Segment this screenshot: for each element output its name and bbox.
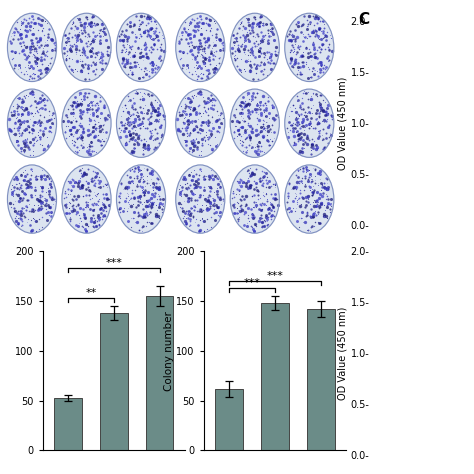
Bar bbox=[146, 296, 173, 450]
Circle shape bbox=[117, 165, 165, 233]
Circle shape bbox=[117, 13, 165, 82]
Bar bbox=[261, 303, 289, 450]
Circle shape bbox=[176, 13, 225, 82]
Circle shape bbox=[8, 13, 56, 82]
Circle shape bbox=[176, 89, 225, 157]
Y-axis label: OD Value (450 nm): OD Value (450 nm) bbox=[338, 77, 348, 170]
Circle shape bbox=[285, 89, 334, 157]
Y-axis label: Colony number: Colony number bbox=[164, 311, 173, 391]
Text: C: C bbox=[358, 12, 369, 27]
Text: ***: *** bbox=[266, 271, 283, 281]
Circle shape bbox=[62, 13, 111, 82]
Circle shape bbox=[230, 13, 279, 82]
Circle shape bbox=[117, 89, 165, 157]
Bar bbox=[215, 389, 243, 450]
Circle shape bbox=[285, 165, 334, 233]
Text: ***: *** bbox=[244, 278, 260, 288]
Circle shape bbox=[8, 165, 56, 233]
Text: **: ** bbox=[85, 288, 96, 298]
Circle shape bbox=[230, 89, 279, 157]
Circle shape bbox=[8, 89, 56, 157]
Circle shape bbox=[230, 165, 279, 233]
Circle shape bbox=[62, 89, 111, 157]
Bar bbox=[54, 398, 82, 450]
Text: ***: *** bbox=[105, 258, 122, 268]
Bar bbox=[100, 313, 128, 450]
Circle shape bbox=[176, 165, 225, 233]
Y-axis label: OD Value (450 nm): OD Value (450 nm) bbox=[338, 307, 348, 400]
Circle shape bbox=[62, 165, 111, 233]
Circle shape bbox=[285, 13, 334, 82]
Bar bbox=[307, 309, 335, 450]
